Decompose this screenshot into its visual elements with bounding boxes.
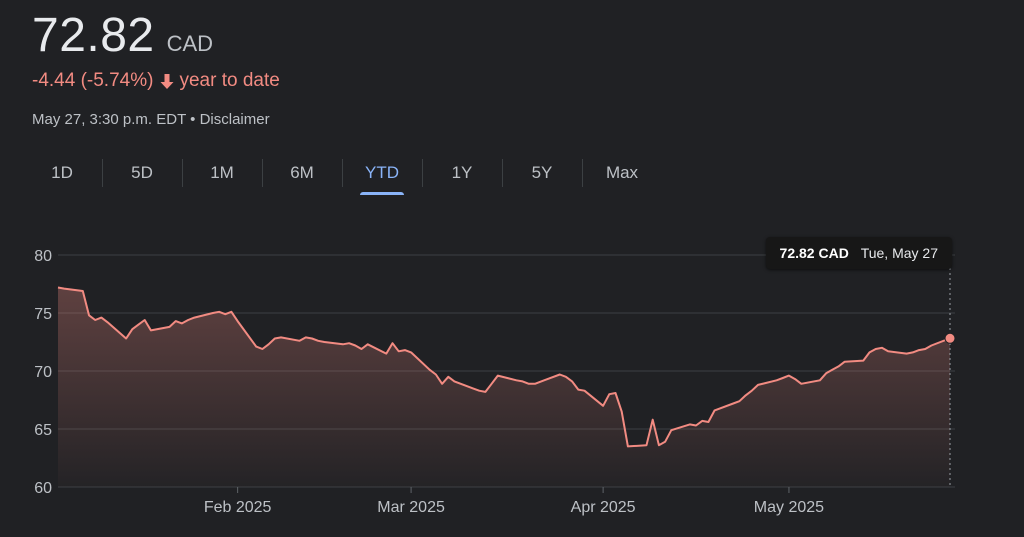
area-fill [58,287,950,487]
meta-separator: • [190,111,196,128]
quote-meta: May 27, 3:30 p.m. EDT • Disclaimer [32,111,270,128]
tooltip-date: Tue, May 27 [860,245,938,261]
price-change: -4.44 (-5.74%) year to date [32,70,280,92]
x-tick-label: Mar 2025 [377,499,445,516]
price-line [57,286,951,448]
y-tick-label: 70 [34,364,52,381]
arrow-down-icon [159,72,175,90]
disclaimer-link[interactable]: Disclaimer [199,111,270,128]
tooltip-price: 72.82 CAD [779,245,849,261]
y-tick-label: 60 [34,480,52,497]
timestamp: May 27, 3:30 p.m. EDT [32,111,186,128]
tab-5d[interactable]: 5D [102,155,182,195]
currency-label: CAD [166,31,214,56]
chart-tooltip: 72.82 CAD Tue, May 27 [765,237,952,269]
x-tick-label: May 2025 [754,499,824,516]
tab-5y[interactable]: 5Y [502,155,582,195]
tab-1d[interactable]: 1D [51,163,73,182]
current-price: 72.82 [32,9,155,62]
y-tick-label: 75 [34,306,52,323]
x-tick-label: Feb 2025 [204,499,272,516]
change-value: -4.44 (-5.74%) [32,70,154,91]
price-header: 72.82 CAD [32,8,213,63]
tab-6m[interactable]: 6M [262,155,342,195]
change-period: year to date [179,70,280,91]
y-tick-label: 65 [34,422,52,439]
tab-ytd[interactable]: YTD [342,155,422,195]
x-tick-label: Apr 2025 [571,499,636,516]
current-point-marker [944,332,956,344]
y-tick-label: 80 [34,248,52,265]
tab-1m[interactable]: 1M [182,155,262,195]
range-tabs: 1D 5D 1M 6M YTD 1Y 5Y Max [22,155,662,195]
tab-max[interactable]: Max [582,155,662,195]
tab-1y[interactable]: 1Y [422,155,502,195]
